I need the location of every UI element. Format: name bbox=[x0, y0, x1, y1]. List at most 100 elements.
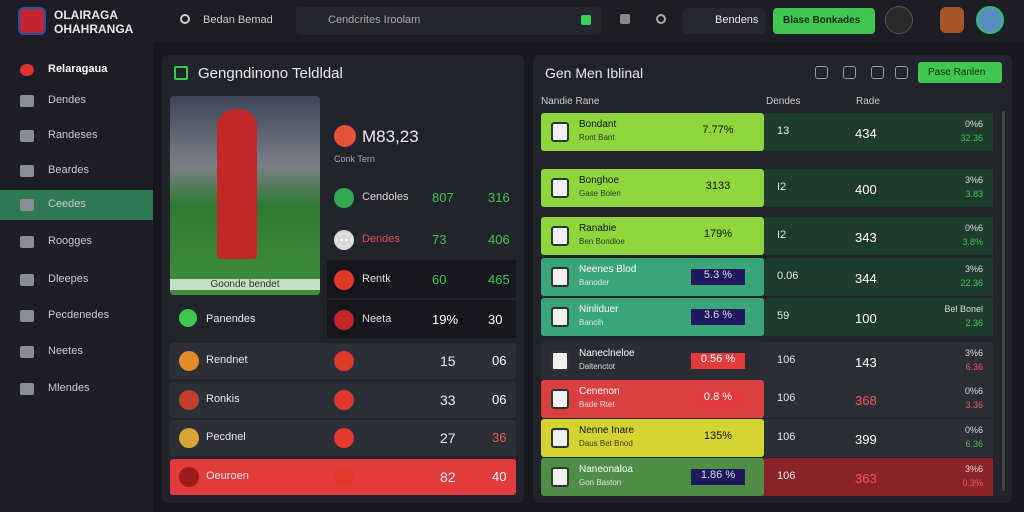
team-icon bbox=[551, 267, 569, 287]
team-pct: 5.3 % bbox=[691, 269, 745, 285]
row-icon bbox=[334, 270, 354, 290]
row-right-bg[interactable] bbox=[763, 298, 993, 336]
team-icon bbox=[551, 307, 569, 327]
team-note: 32.36 bbox=[960, 133, 983, 143]
team-pct: 3.6 % bbox=[691, 309, 745, 325]
row-right-bg[interactable] bbox=[763, 380, 993, 418]
row-icon bbox=[179, 351, 199, 371]
team-sub: Daltenctot bbox=[579, 362, 616, 371]
team-value: 344 bbox=[855, 271, 877, 286]
tool-icon[interactable] bbox=[871, 66, 884, 79]
avatar[interactable] bbox=[940, 7, 964, 33]
team-note: 22.36 bbox=[960, 278, 983, 288]
row-value: 316 bbox=[488, 190, 510, 205]
team-value: 434 bbox=[855, 126, 877, 141]
sidebar-item[interactable]: Pecdenedes bbox=[48, 309, 110, 321]
row-name[interactable]: Neeta bbox=[362, 313, 392, 325]
sidebar-item[interactable]: Mlendes bbox=[48, 382, 90, 394]
row-name[interactable]: Cendoles bbox=[362, 191, 409, 203]
team-pct: 179% bbox=[703, 228, 733, 240]
column-header: Dendes bbox=[766, 96, 801, 107]
sidebar-item[interactable]: Randeses bbox=[48, 129, 98, 141]
row-left-bg[interactable] bbox=[541, 419, 764, 457]
menu-button[interactable] bbox=[683, 8, 765, 34]
row-left-bg[interactable] bbox=[541, 217, 764, 255]
row-value: 465 bbox=[488, 272, 510, 287]
avatar[interactable] bbox=[885, 6, 913, 34]
panel-title: Gengndinono Teldldal bbox=[198, 65, 343, 82]
team-sub: Bancih bbox=[579, 318, 604, 327]
team-value: 399 bbox=[855, 432, 877, 447]
row-name[interactable]: Rentk bbox=[362, 273, 391, 285]
sidebar-icon[interactable] bbox=[20, 383, 34, 395]
row-left-bg[interactable] bbox=[541, 113, 764, 151]
row-value: 82 bbox=[440, 469, 456, 485]
team-icon bbox=[551, 226, 569, 246]
primary-button[interactable]: Blase Bonkades bbox=[773, 8, 875, 34]
row-value: 40 bbox=[492, 469, 507, 484]
row-right-bg[interactable] bbox=[763, 169, 993, 207]
sidebar-item[interactable]: Roogges bbox=[48, 235, 93, 247]
sidebar-item[interactable]: Dleepes bbox=[48, 273, 89, 285]
scrollbar[interactable] bbox=[1002, 111, 1005, 491]
row-value: 807 bbox=[432, 190, 454, 205]
tool-icon[interactable] bbox=[843, 66, 856, 79]
row-icon bbox=[334, 188, 354, 208]
sidebar-icon[interactable] bbox=[20, 95, 34, 107]
row-name: Pecdnel bbox=[206, 431, 246, 443]
row-icon bbox=[334, 310, 354, 330]
row-value: 36 bbox=[492, 430, 507, 445]
sidebar-item[interactable]: Dendes bbox=[48, 94, 86, 106]
search-label[interactable]: Bedan Bemad bbox=[203, 14, 273, 26]
team-pct: 0.56 % bbox=[691, 353, 745, 369]
team-note: 3.36 bbox=[965, 400, 983, 410]
row-right-bg[interactable] bbox=[763, 342, 993, 380]
search-input[interactable] bbox=[296, 7, 601, 35]
more-button[interactable] bbox=[504, 65, 512, 81]
team-sub: Bade Rtet bbox=[579, 400, 615, 409]
row-left-bg[interactable] bbox=[541, 169, 764, 207]
logo-text: OLAIRAGA bbox=[54, 8, 118, 22]
tool-icon[interactable] bbox=[815, 66, 828, 79]
sidebar-item[interactable]: Ceedes bbox=[48, 198, 86, 210]
team-num: 106 bbox=[777, 392, 796, 404]
row-right-bg[interactable] bbox=[763, 113, 993, 151]
sidebar-icon[interactable] bbox=[20, 310, 34, 322]
sidebar-item[interactable]: Beardes bbox=[48, 164, 89, 176]
sidebar-item[interactable]: Neetes bbox=[48, 345, 83, 357]
menu-text: Bendens bbox=[715, 14, 759, 26]
row-bg bbox=[327, 300, 516, 338]
row-value: 19% bbox=[432, 312, 459, 327]
sidebar-icon[interactable] bbox=[20, 130, 34, 142]
tool-icon[interactable] bbox=[895, 66, 908, 79]
sidebar-icon[interactable] bbox=[20, 236, 34, 248]
row-name[interactable]: Dendes bbox=[362, 233, 400, 245]
row-right-bg[interactable] bbox=[763, 258, 993, 296]
row-value: 06 bbox=[492, 392, 507, 407]
column-header: Nandie Rane bbox=[541, 96, 600, 107]
sidebar-icon[interactable] bbox=[20, 165, 34, 177]
team-sub: Banoder bbox=[579, 278, 610, 287]
team-num: 106 bbox=[777, 470, 796, 482]
row-name: Ronkis bbox=[206, 393, 240, 405]
sidebar-icon[interactable] bbox=[20, 64, 34, 76]
panel-button[interactable]: Pase Ranlen bbox=[918, 62, 1002, 83]
right-panel: Gen Men Iblinal Pase Ranlen Nandie Rane Den… bbox=[533, 55, 1012, 503]
avatar[interactable] bbox=[976, 6, 1004, 34]
row-right-bg[interactable] bbox=[763, 217, 993, 255]
icon[interactable] bbox=[656, 14, 666, 24]
team-num: 59 bbox=[777, 310, 790, 322]
team-note: 3%6 bbox=[964, 464, 983, 474]
team-note: 6.36 bbox=[965, 362, 983, 372]
sidebar-icon[interactable] bbox=[20, 346, 34, 358]
row-value: 73 bbox=[432, 232, 447, 247]
icon[interactable] bbox=[620, 14, 630, 24]
row-right-bg[interactable] bbox=[763, 419, 993, 457]
row-right-bg[interactable] bbox=[763, 458, 993, 496]
section-icon bbox=[179, 309, 197, 327]
sidebar-item[interactable]: Relaragaua bbox=[48, 63, 108, 75]
headline-sub: Conk Tern bbox=[334, 154, 375, 164]
sidebar-icon[interactable] bbox=[20, 274, 34, 286]
sidebar-icon[interactable] bbox=[20, 199, 34, 211]
team-num: 106 bbox=[777, 354, 796, 366]
